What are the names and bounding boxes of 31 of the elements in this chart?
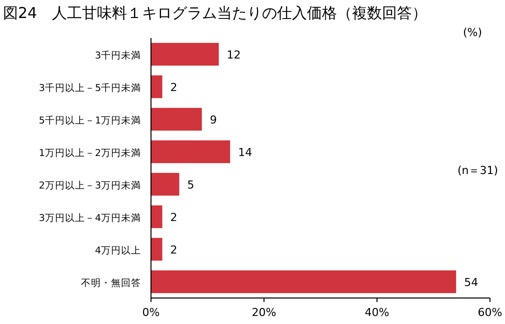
y-tick-label: 1万円以上－2万円未満 (38, 146, 141, 159)
bar (151, 205, 162, 228)
y-tick-label: 3千円以上－5千円未満 (38, 82, 141, 94)
x-tick-label: 40% (364, 306, 390, 319)
data-label: 2 (170, 210, 178, 224)
data-label: 5 (187, 178, 194, 192)
chart-title: 図24 人工甘味料１キログラム当たりの仕入価格（複数回答） (3, 4, 428, 22)
y-tick-label: 5千円以上－1万円未満 (38, 114, 141, 126)
bar (151, 270, 456, 294)
bar (151, 108, 202, 131)
y-tick-label: 3千円未満 (94, 49, 141, 62)
data-label: 54 (464, 276, 478, 289)
y-tick-label: 2万円以上－3万円未満 (38, 179, 141, 192)
x-tick-label: 0% (142, 306, 160, 319)
y-tick-label: 4万円以上 (94, 244, 141, 256)
data-label: 2 (170, 243, 178, 256)
bar (151, 42, 219, 66)
data-label: 14 (238, 146, 252, 159)
annotation: (%) (462, 26, 482, 39)
data-label: 9 (210, 113, 217, 126)
x-tick-label: 60% (478, 306, 502, 319)
bar (151, 140, 230, 164)
bar (151, 75, 162, 98)
y-tick-label: 3万円以上－4万円未満 (38, 212, 141, 224)
bar (151, 238, 162, 261)
annotation: (n＝31) (457, 164, 498, 177)
y-tick-label: 不明・無回答 (81, 276, 141, 289)
bar (151, 172, 180, 196)
data-label: 12 (226, 48, 241, 62)
x-tick-label: 20% (252, 306, 276, 319)
data-label: 2 (170, 80, 178, 94)
